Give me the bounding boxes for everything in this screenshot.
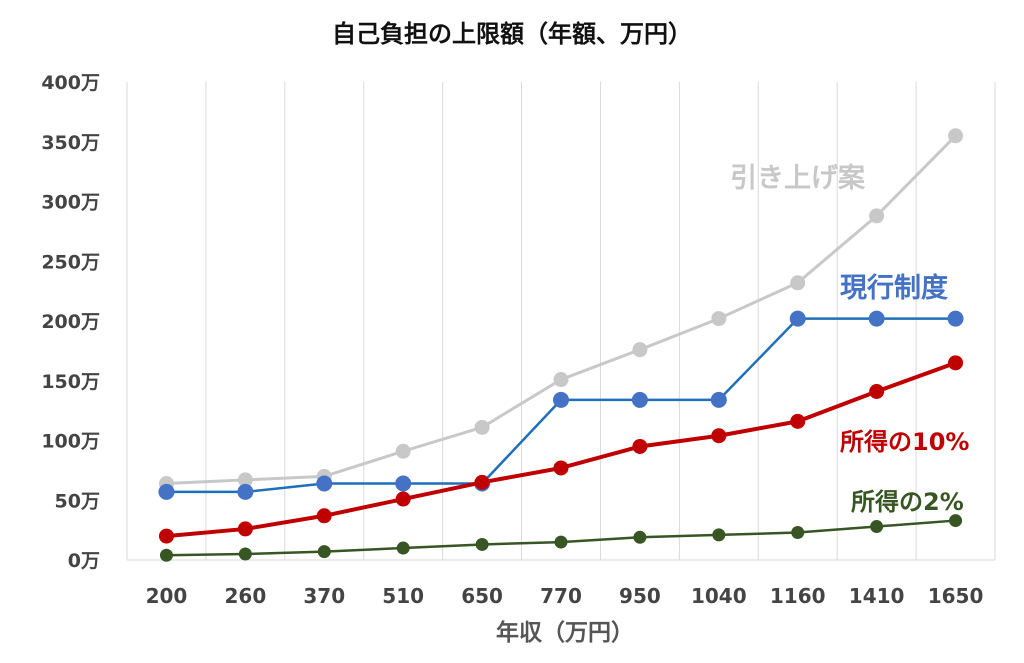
series-label: 所得の10% [840, 428, 969, 456]
data-point [158, 528, 174, 544]
data-point [712, 528, 726, 542]
data-point [474, 419, 490, 435]
data-point [553, 391, 569, 408]
data-point [633, 530, 647, 544]
series-label: 現行制度 [840, 272, 948, 304]
data-point [791, 526, 805, 540]
y-tick-label: 200万 [41, 311, 100, 333]
series-label: 引き上げ案 [730, 162, 866, 194]
data-point [790, 413, 806, 429]
x-tick-label: 950 [619, 584, 661, 608]
axis-layer: 0万 50万 100万 150万 200万 250万 300万 350万 400万 200 260 3… [41, 72, 983, 646]
data-point [711, 428, 727, 444]
data-point [237, 521, 253, 537]
data-point [710, 391, 727, 408]
data-point [631, 391, 648, 408]
y-tick-label: 400万 [41, 72, 100, 94]
data-point [474, 474, 490, 490]
data-point [711, 311, 727, 327]
data-point [158, 483, 175, 500]
data-point [869, 208, 885, 224]
x-tick-label: 510 [382, 584, 424, 608]
data-point [948, 128, 964, 144]
grid-layer [126, 82, 996, 561]
x-tick-label: 260 [224, 584, 266, 608]
data-point [948, 355, 964, 371]
y-tick-label: 50万 [55, 490, 100, 512]
x-tick-label: 650 [461, 584, 503, 608]
chart-title: 自己負担の上限額（年額、万円） [332, 20, 692, 48]
y-tick-label: 350万 [41, 132, 100, 154]
data-point [554, 535, 568, 549]
data-point [238, 547, 252, 561]
data-point [790, 275, 806, 291]
series-label: 所得の2% [851, 488, 964, 516]
x-tick-label: 200 [146, 584, 188, 608]
data-point [395, 443, 411, 459]
data-point [869, 384, 885, 400]
data-point [632, 342, 648, 358]
data-point [317, 545, 331, 559]
y-tick-label: 0万 [68, 550, 100, 572]
x-tick-label: 1160 [770, 584, 826, 608]
y-tick-label: 100万 [41, 431, 100, 453]
series-2 [158, 355, 964, 544]
data-point [395, 475, 412, 492]
data-point [316, 508, 332, 524]
x-tick-label: 1650 [928, 584, 984, 608]
data-point [868, 310, 885, 327]
data-point [632, 438, 648, 454]
x-tick-label: 770 [540, 584, 582, 608]
y-tick-label: 300万 [41, 192, 100, 214]
x-tick-label: 1410 [849, 584, 905, 608]
data-point [789, 310, 806, 327]
series-layer [158, 128, 964, 562]
data-point [159, 548, 173, 562]
y-tick-label: 250万 [41, 251, 100, 273]
data-point [396, 541, 410, 555]
data-point [475, 537, 489, 551]
data-point [553, 372, 569, 388]
data-point [316, 475, 333, 492]
x-axis-title: 年収（万円） [496, 619, 634, 646]
data-point [237, 483, 254, 500]
y-tick-label: 150万 [41, 371, 100, 393]
data-point [947, 310, 964, 327]
data-point [237, 472, 253, 488]
x-tick-label: 370 [303, 584, 345, 608]
x-tick-label: 1040 [691, 584, 747, 608]
data-point [395, 491, 411, 507]
data-point [870, 520, 884, 534]
series-3 [159, 514, 963, 562]
data-point [553, 460, 569, 476]
data-point [949, 514, 963, 528]
